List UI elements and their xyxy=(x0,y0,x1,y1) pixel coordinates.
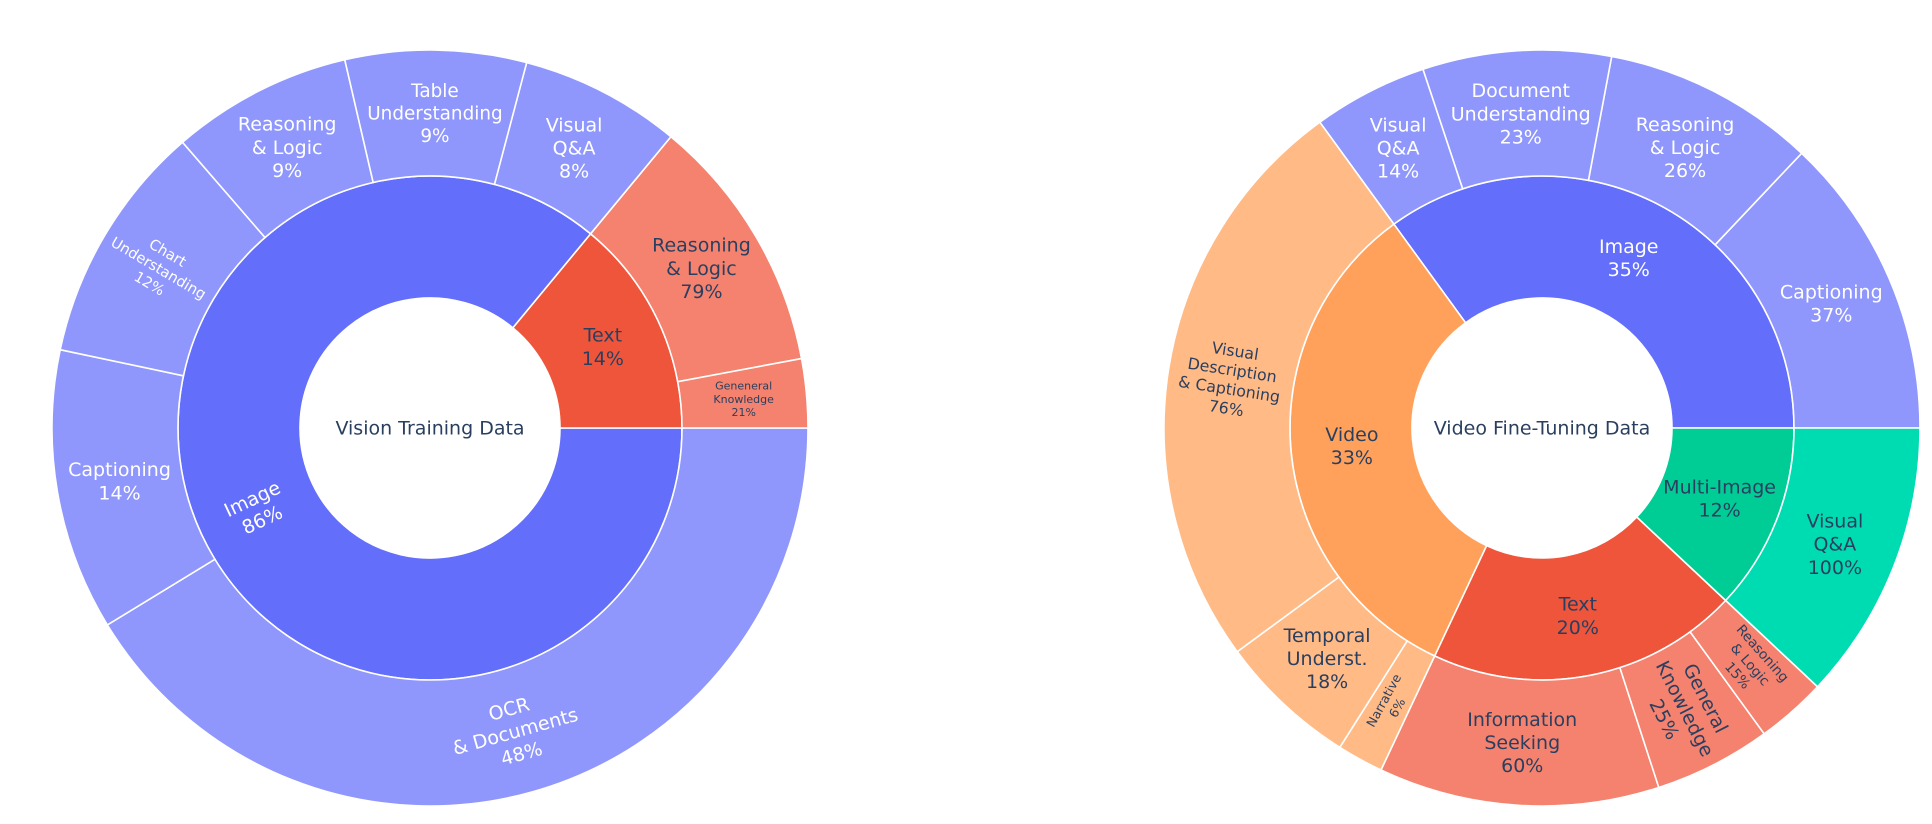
outer-segment-text-geneneral-knowledge[interactable] xyxy=(676,357,809,429)
outer-label-image-reasoning-and-logic: Reasoning & Logic 26% xyxy=(1636,114,1735,182)
outer-label-image-table-understanding: Table Understanding 9% xyxy=(367,81,503,147)
outer-segment-image-visual-qanda[interactable] xyxy=(1318,68,1464,226)
outer-label-image-visual-qanda: Visual Q&A 14% xyxy=(1370,114,1427,182)
outer-label-image-captioning: Captioning 14% xyxy=(68,459,171,504)
outer-label-image-document-understanding: Document Understanding 23% xyxy=(1451,80,1591,148)
outer-label-image-captioning: Captioning 37% xyxy=(1780,281,1883,326)
inner-label-multi-image: Multi-Image 12% xyxy=(1663,476,1776,521)
outer-label-image-reasoning-and-logic: Reasoning & Logic 9% xyxy=(238,114,337,182)
outer-label-image-visual-qanda: Visual Q&A 8% xyxy=(546,114,603,182)
outer-segment-video-temporal-underst[interactable] xyxy=(1236,576,1409,749)
outer-label-text-reasoning-and-logic: Reasoning & Logic 79% xyxy=(652,235,751,303)
inner-label-text: Text 20% xyxy=(1557,594,1599,639)
outer-segment-video-visual-description-and-captioning[interactable] xyxy=(1163,121,1395,653)
center-title-video-fine-tuning-data: Video Fine-Tuning Data xyxy=(1434,418,1651,440)
outer-label-video-temporal-underst: Temporal Underst. 18% xyxy=(1283,625,1371,693)
outer-segment-multi-image-visual-qanda[interactable] xyxy=(1724,427,1921,688)
sunburst-video-fine-tuning-data: Image 35% Captioning 37% Reasoning & Logic 26%… xyxy=(1163,49,1921,807)
sunburst-vision-training-data: Image86%OCR& Documents48%Captioning 14%Ch… xyxy=(51,49,809,807)
outer-segment-image-ocr-and-documents[interactable] xyxy=(106,427,809,807)
outer-label-multi-image-visual-qanda: Visual Q&A 100% xyxy=(1807,510,1864,578)
outer-label-text-geneneral-knowledge: Geneneral Knowledge 21% xyxy=(713,379,774,419)
outer-segment-image-reasoning-and-logic[interactable] xyxy=(1587,55,1803,246)
outer-segment-image-document-understanding[interactable] xyxy=(1421,49,1613,190)
outer-segment-text-general-knowledge[interactable] xyxy=(1618,630,1766,789)
inner-label-text: Text 14% xyxy=(582,325,624,370)
outer-label-text-information-seeking: Information Seeking 60% xyxy=(1467,709,1577,777)
outer-segment-text-reasoning-and-logic[interactable] xyxy=(1689,599,1819,735)
outer-label-video-visual-description-and-captioning: VisualDescription& Captioning76% xyxy=(1174,334,1287,426)
outer-segment-video-narrative[interactable] xyxy=(1338,639,1436,772)
inner-label-video: Video 33% xyxy=(1325,424,1378,469)
outer-segment-text-information-seeking[interactable] xyxy=(1379,654,1660,807)
center-title-vision-training-data: Vision Training Data xyxy=(335,418,524,440)
inner-label-image: Image 35% xyxy=(1599,236,1659,281)
